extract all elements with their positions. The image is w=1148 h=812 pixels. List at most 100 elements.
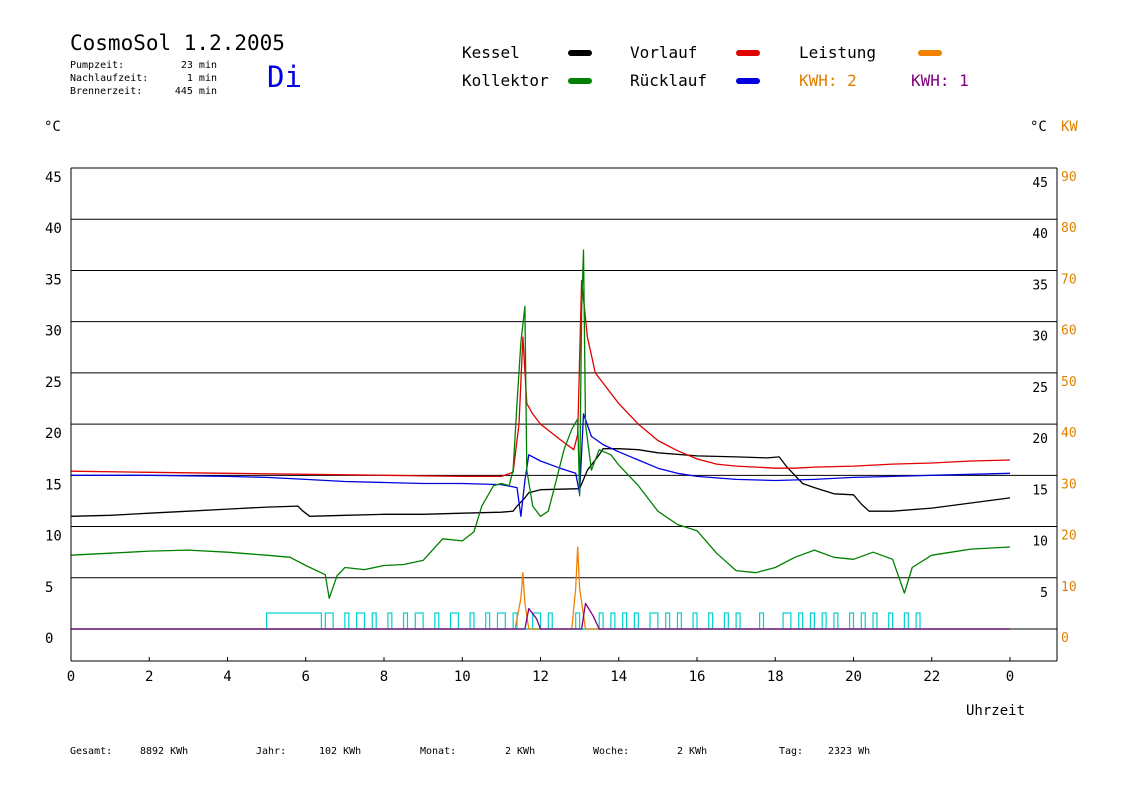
footer-label: Jahr:	[256, 746, 286, 757]
pump-segment	[414, 612, 424, 630]
y-right-tick-label: 35	[1032, 278, 1048, 293]
pump-segment	[469, 612, 475, 630]
pump-segment	[809, 612, 815, 630]
y-tick-label: 5	[45, 580, 53, 596]
footer-value: 2 KWh	[505, 746, 535, 757]
left-unit-label: °C	[44, 119, 61, 135]
y-tick-label: 25	[45, 375, 62, 391]
info-value: 23 min	[181, 60, 217, 71]
kw-tick-label: 20	[1061, 529, 1077, 544]
pump-segment	[633, 612, 639, 630]
pump-segment	[485, 612, 491, 630]
day-label: Di	[267, 60, 302, 94]
pump-segment	[266, 612, 323, 630]
y-right-tick-label: 10	[1032, 535, 1048, 550]
app-title: CosmoSol 1.2.2005	[70, 31, 285, 55]
plot-frame	[70, 168, 1058, 662]
footer-label: Monat:	[420, 746, 456, 757]
right-kw-label: KW	[1061, 119, 1078, 135]
kw-tick-label: 70	[1061, 272, 1077, 287]
kw-tick-label: 40	[1061, 426, 1077, 441]
kw-tick-label: 60	[1061, 324, 1077, 339]
legend-label: Kollektor	[462, 71, 549, 90]
info-value: 1 min	[187, 73, 217, 84]
pump-segment	[821, 612, 827, 630]
kwh-label: KWH: 1	[911, 71, 969, 90]
pump-segment	[496, 612, 506, 630]
footer-stats: Gesamt: 8892 KWh Jahr: 102 KWh Monat: 2 KWh Wo…	[70, 746, 870, 757]
y-tick-label: 30	[45, 324, 62, 340]
info-value: 445 min	[175, 86, 217, 97]
pump-segment	[434, 612, 440, 630]
x-tick-label: 10	[454, 669, 471, 685]
footer-label: Gesamt:	[70, 746, 112, 757]
x-tick-label: 18	[767, 669, 784, 685]
pump-segment	[735, 612, 741, 630]
pump-segment	[888, 612, 894, 630]
footer-label: Woche:	[593, 746, 629, 757]
series-r-cklauf	[71, 413, 1011, 517]
kw-tick-label: 0	[1061, 631, 1069, 646]
footer-value: 2323 Wh	[828, 746, 870, 757]
gridlines	[71, 167, 1057, 579]
series-vorlauf	[70, 280, 1011, 478]
x-tick-label: 0	[1006, 669, 1014, 685]
series-kollektor	[70, 249, 1011, 599]
series-kwh-1	[71, 602, 1010, 630]
y-tick-label: 0	[45, 631, 53, 647]
y-right-tick-label: 15	[1032, 483, 1048, 498]
pump-segment	[649, 612, 659, 630]
series-kessel	[70, 448, 1011, 517]
y-right-tick-label: 40	[1032, 227, 1048, 242]
pump-segment	[708, 612, 714, 630]
y-right-tick-label: 25	[1032, 381, 1048, 396]
pump-segment	[371, 612, 377, 630]
footer-value: 102 KWh	[319, 746, 361, 757]
pump-segment	[758, 612, 765, 630]
pump-indicator	[71, 612, 1010, 630]
y-right-tick-label: 45	[1032, 176, 1048, 191]
pump-segment	[665, 612, 671, 630]
legend-label: Kessel	[462, 43, 520, 62]
pump-segment	[449, 612, 459, 630]
y-tick-label: 35	[45, 272, 62, 288]
pump-segment	[402, 612, 409, 630]
y-tick-label: 10	[45, 529, 62, 545]
legend-label: Vorlauf	[630, 43, 697, 62]
y-tick-label: 40	[45, 221, 62, 237]
info-label: Brennerzeit:	[70, 86, 142, 97]
footer-value: 2 KWh	[677, 746, 707, 757]
info-label: Nachlaufzeit:	[70, 73, 148, 84]
legend-label: Leistung	[799, 43, 876, 62]
pump-segment	[872, 612, 878, 630]
kw-tick-label: 50	[1061, 375, 1077, 390]
pump-segment	[782, 612, 792, 630]
pump-segment	[723, 612, 729, 630]
pump-segment	[610, 612, 616, 630]
pump-segment	[622, 612, 628, 630]
y-tick-label: 45	[45, 170, 62, 186]
info-block: Pumpzeit: 23 min Nachlaufzeit: 1 min Brenner…	[70, 60, 217, 97]
x-tick-label: 8	[380, 669, 388, 685]
kw-tick-label: 90	[1061, 170, 1077, 185]
y-tick-label: 20	[45, 426, 62, 442]
x-axis-label: Uhrzeit	[966, 703, 1025, 719]
x-tick-label: 20	[845, 669, 862, 685]
pump-segment	[324, 612, 334, 630]
kwh-label: KWH: 2	[799, 71, 857, 90]
pump-segment	[833, 612, 839, 630]
pump-segment	[903, 612, 909, 630]
x-tick-label: 6	[302, 669, 310, 685]
pump-segment	[547, 612, 553, 630]
pump-segment	[356, 612, 366, 630]
footer-label: Tag:	[779, 746, 803, 757]
pump-segment	[676, 612, 682, 630]
y-right-tick-label: 20	[1032, 432, 1048, 447]
legend-label: Rücklauf	[630, 71, 707, 90]
pump-segment	[344, 612, 350, 630]
kw-tick-label: 80	[1061, 221, 1077, 236]
pump-segment	[387, 612, 393, 630]
pump-segment	[915, 612, 921, 630]
x-tick-label: 2	[145, 669, 153, 685]
info-label: Pumpzeit:	[70, 60, 124, 71]
